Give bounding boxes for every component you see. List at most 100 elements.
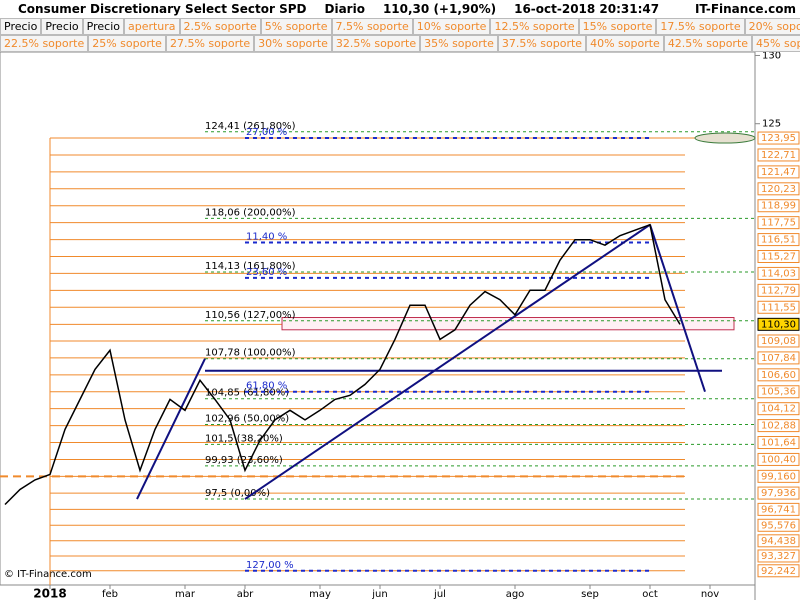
toolbar-button[interactable]: 40% soporte <box>586 35 664 52</box>
toolbar-button[interactable]: 42.5% soporte <box>663 35 753 52</box>
price-tag <box>757 452 800 466</box>
price-tag <box>757 165 800 179</box>
x-tick-label: nov <box>701 589 719 600</box>
toolbar: Precio Precio Precio apertura 2.5% soporte 5%… <box>0 18 800 35</box>
price-tag-label: 102,88 <box>761 421 796 432</box>
price-tag <box>757 283 800 297</box>
fib-label: 124,41 (261,80%) <box>205 121 296 132</box>
toolbar-button[interactable]: 45% soporte <box>752 35 800 52</box>
fib-label: 102,96 (50,00%) <box>205 414 289 425</box>
x-tick-label: 2018 <box>33 587 66 600</box>
last-price: 110,30 (+1,90%) <box>382 2 497 16</box>
toolbar-button[interactable]: 35% soporte <box>420 35 498 52</box>
fib-label: 99,93 (23,60%) <box>205 455 283 466</box>
price-tag-label: 105,36 <box>761 387 796 398</box>
x-tick-label: jun <box>371 589 387 600</box>
toolbar-button[interactable]: 10% soporte <box>412 18 491 35</box>
x-tick-label: sep <box>581 589 599 600</box>
toolbar-button[interactable]: 20% soporte <box>744 18 800 35</box>
pct-label: 23,60 % <box>246 267 287 278</box>
price-tag-label: 93,327 <box>761 551 796 562</box>
price-tag <box>757 131 800 145</box>
price-tag-label: 111,55 <box>761 302 796 313</box>
price-tag-label: 115,27 <box>761 252 796 263</box>
price-tag-label: 104,12 <box>761 404 796 415</box>
price-tag-label: 100,40 <box>761 454 796 465</box>
chart: © IT-Finance.com 125 130 123,95 122,71 121,4… <box>0 52 800 600</box>
fib-label: 107,78 (100,00%) <box>205 348 296 359</box>
brand: IT-Finance.com <box>694 2 796 16</box>
toolbar-button[interactable]: 15% soporte <box>578 18 657 35</box>
x-tick-label: abr <box>237 589 254 600</box>
fib-label: 97,5 (0,00%) <box>205 488 270 499</box>
price-tag <box>757 502 800 516</box>
price-tag-label: 95,576 <box>761 520 796 531</box>
resistance-zone <box>281 317 735 331</box>
price-tag <box>757 351 800 365</box>
toolbar-button[interactable]: 7.5% soporte <box>331 18 413 35</box>
toolbar-button[interactable]: 17.5% soporte <box>656 18 745 35</box>
fib-label: 101,5 (38,20%) <box>205 433 283 444</box>
price-tag-label: 121,47 <box>761 167 796 178</box>
pct-label: 127,00 % <box>246 560 294 571</box>
price-tag-label: 94,438 <box>761 536 796 547</box>
x-tick-label: oct <box>642 589 658 600</box>
title: Consumer Discretionary Select Sector SPD <box>18 2 307 16</box>
price-tag <box>757 549 800 563</box>
price-tag-label: 117,75 <box>761 218 796 229</box>
price-tag-label: 109,08 <box>761 336 796 347</box>
toolbar-button[interactable]: Precio <box>0 18 42 35</box>
toolbar-button[interactable]: 5% soporte <box>260 18 332 35</box>
toolbar-button[interactable]: 32.5% soporte <box>331 35 421 52</box>
toolbar-button[interactable]: Precio <box>41 18 83 35</box>
price-tag <box>757 385 800 399</box>
pct-label: 61,80 % <box>246 381 287 392</box>
price-tag <box>757 534 800 548</box>
header: Consumer Discretionary Select Sector SPD… <box>0 0 800 18</box>
trend-line <box>649 224 706 393</box>
toolbar-button[interactable]: 30% soporte <box>254 35 332 52</box>
price-tag-label: 106,60 <box>761 370 796 381</box>
price-tag <box>757 250 800 264</box>
price-tag-label: 123,95 <box>761 133 796 144</box>
price-tag-label: 120,23 <box>761 184 796 195</box>
toolbar-button[interactable]: apertura <box>123 18 180 35</box>
price-tag <box>757 334 800 348</box>
toolbar-button[interactable]: 22.5% soporte <box>0 35 89 52</box>
copyright: © IT-Finance.com <box>4 569 92 580</box>
price-tag <box>757 469 800 483</box>
price-tag-label: 96,741 <box>761 504 796 515</box>
toolbar-button[interactable]: 27.5% soporte <box>165 35 255 52</box>
price-tag <box>757 436 800 450</box>
target-ellipse <box>694 132 756 144</box>
trend-line <box>244 223 651 500</box>
toolbar-button[interactable]: 25% soporte <box>88 35 166 52</box>
y-tick-label: 130 <box>762 52 781 61</box>
price-tag-label: 107,84 <box>761 353 796 364</box>
price-tag <box>757 266 800 280</box>
toolbar-button[interactable]: 12.5% soporte <box>490 18 579 35</box>
price-tag-label: 101,64 <box>761 438 796 449</box>
price-tag-label: 97,936 <box>761 488 796 499</box>
price-tag-label: 118,99 <box>761 201 796 212</box>
price-tag-label: 92,242 <box>761 566 796 577</box>
x-tick-label: mar <box>175 589 196 600</box>
price-tag <box>757 317 800 331</box>
trend-line <box>136 358 206 500</box>
x-tick-label: may <box>309 589 331 600</box>
toolbar-button[interactable]: 37.5% soporte <box>497 35 587 52</box>
pct-label: 11,40 % <box>246 231 287 242</box>
fib-label: 104,85 (61,80%) <box>205 388 289 399</box>
price-tag <box>757 402 800 416</box>
price-tag <box>757 300 800 314</box>
price-line <box>4 223 681 506</box>
x-tick-label: jul <box>433 589 446 600</box>
fib-label: 114,13 (161,80%) <box>205 261 296 272</box>
toolbar-button[interactable]: 2.5% soporte <box>179 18 261 35</box>
toolbar-button[interactable]: Precio <box>82 18 124 35</box>
timestamp: 16-oct-2018 20:31:47 <box>514 2 660 16</box>
price-tag <box>757 199 800 213</box>
price-tag <box>757 486 800 500</box>
x-tick-label: ago <box>506 589 525 600</box>
